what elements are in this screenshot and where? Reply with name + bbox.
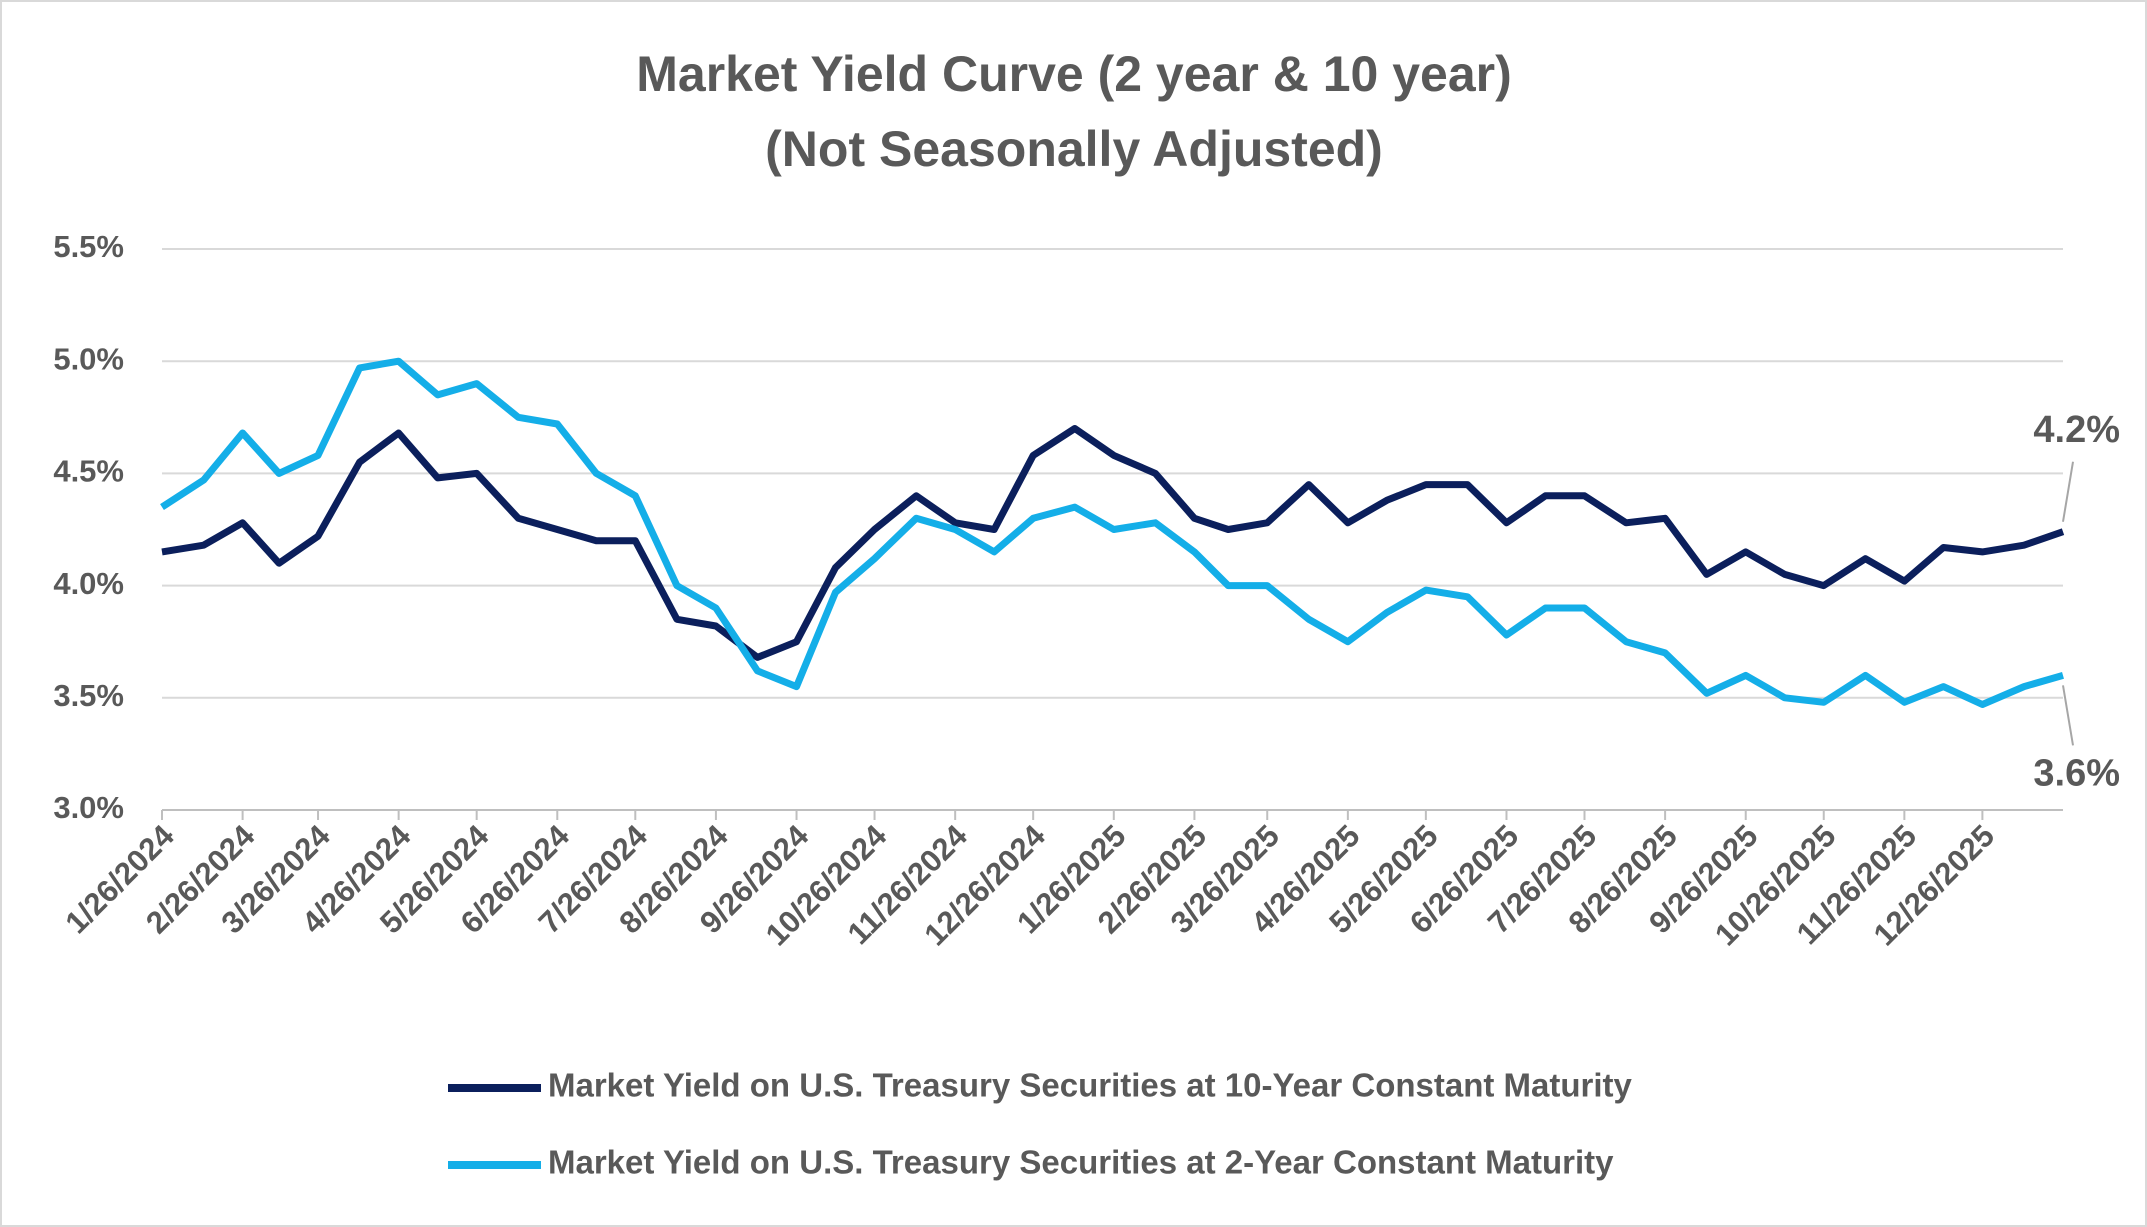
end-label: 4.2% xyxy=(2033,409,2120,451)
series-line xyxy=(160,357,2064,708)
y-tick-label: 4.0% xyxy=(53,566,124,601)
y-tick-label: 5.5% xyxy=(53,229,124,264)
y-tick-label: 3.5% xyxy=(53,678,124,713)
y-tick-label: 5.0% xyxy=(53,341,124,376)
series-line xyxy=(161,425,2065,661)
end-label: 3.6% xyxy=(2033,752,2120,794)
end-label-leader xyxy=(2062,685,2074,746)
chart-title: Market Yield Curve (2 year & 10 year) xyxy=(636,46,1511,102)
y-tick-label: 3.0% xyxy=(53,790,124,825)
legend-label: Market Yield on U.S. Treasury Securities… xyxy=(548,1144,1614,1181)
y-tick-label: 4.5% xyxy=(53,454,124,489)
end-label-leader xyxy=(2062,461,2074,522)
legend-label: Market Yield on U.S. Treasury Securities… xyxy=(548,1067,1633,1104)
chart-subtitle: (Not Seasonally Adjusted) xyxy=(765,121,1383,177)
